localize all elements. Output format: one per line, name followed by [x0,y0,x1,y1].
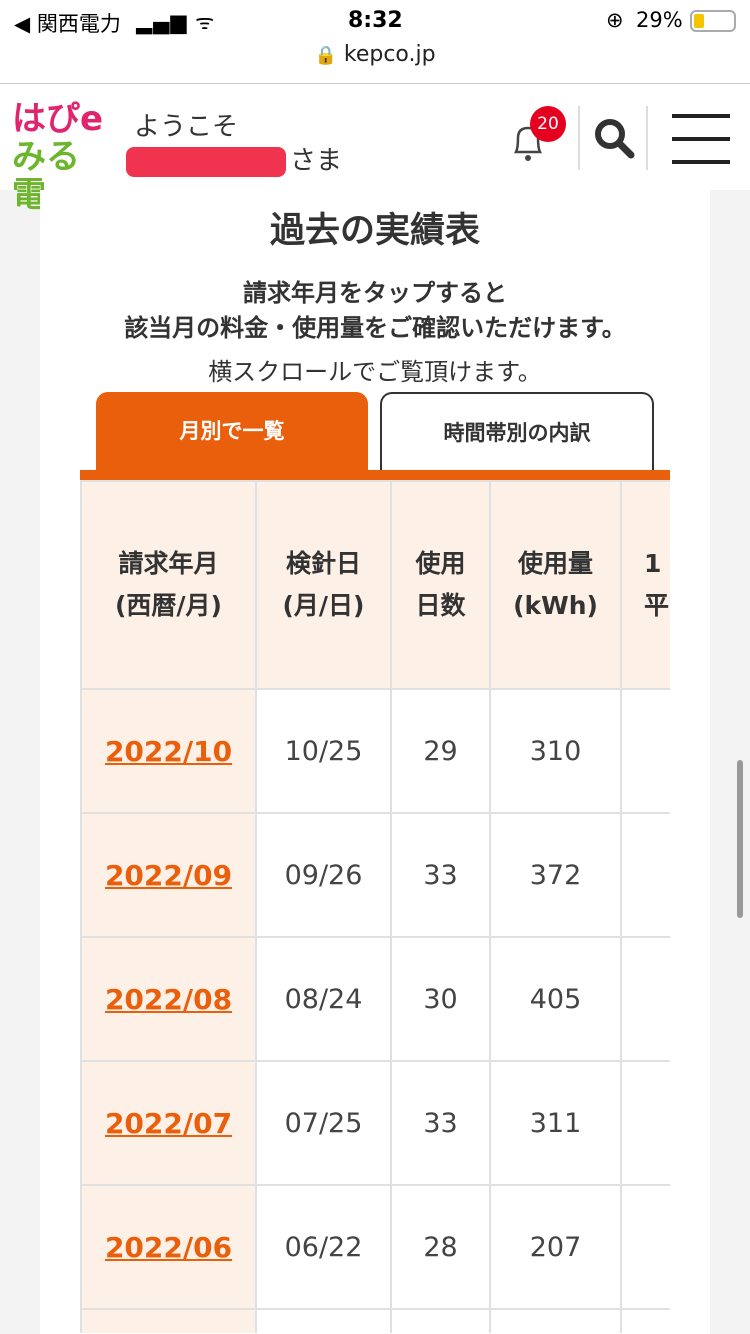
usage-kwh: 311 [489,1060,622,1186]
scrollbar[interactable] [737,760,743,918]
meter-date: 07/25 [255,1060,392,1186]
column-header: 検針日 (月/日) [255,480,392,690]
tab-monthly[interactable]: 月別で一覧 [96,392,368,470]
scroll-note: 横スクロールでご覧頂けます。 [208,358,542,386]
tab-time-of-day[interactable]: 時間帯別の内訳 [380,392,654,470]
bell-icon[interactable] [508,120,548,164]
clock: 8:32 [348,8,403,33]
divider [646,106,648,170]
divider [578,106,580,170]
usage-kwh: 405 [489,936,622,1062]
meter-date: 06/22 [255,1184,392,1310]
usage-days: 29 [390,688,491,814]
table-row: 2022/10 10/25 29 310 [80,688,670,814]
history-table: 請求年月 (西暦/月) 検針日 (月/日) 使用 日数 使用量 (kWh) 1 平 2022/10… [80,480,670,1333]
signal-wifi-icon: ▂▄▆ ᯤ [136,10,216,34]
logo[interactable]: はぴe みる電 [12,99,104,215]
battery-percent: 29% [636,8,683,32]
table-row-partial [80,1308,670,1333]
table-row: 2022/06 06/22 28 207 [80,1184,670,1310]
description: 請求年月をタップすると 該当月の料金・使用量をご確認いただけます。 [124,279,626,342]
table-row: 2022/08 08/24 30 405 [80,936,670,1062]
notification-badge: 20 [530,106,566,142]
rotation-lock-icon: ⊕ [606,8,624,32]
usage-kwh: 207 [489,1184,622,1310]
column-header: 使用 日数 [390,480,491,690]
usage-days: 33 [390,812,491,938]
page-title: 過去の実績表 [269,211,480,251]
battery-icon [690,10,736,32]
column-header: 請求年月 (西暦/月) [80,480,257,690]
usage-kwh: 372 [489,812,622,938]
meter-date: 09/26 [255,812,392,938]
billing-month-link[interactable]: 2022/07 [104,1106,233,1140]
lock-icon: 🔒 [314,45,337,66]
billing-month-link[interactable]: 2022/10 [104,734,233,768]
billing-month-link[interactable]: 2022/09 [104,858,233,892]
column-header: 使用量 (kWh) [489,480,622,690]
site-header: はぴe みる電 ようこそ さま 20 [0,84,750,214]
user-name: さま [126,140,342,177]
usage-days: 30 [390,936,491,1062]
history-table-scroll[interactable]: 請求年月 (西暦/月) 検針日 (月/日) 使用 日数 使用量 (kWh) 1 平 2022/10… [80,480,670,1333]
billing-month-link[interactable]: 2022/08 [104,982,233,1016]
welcome-text: ようこそ [134,112,239,142]
address-bar[interactable]: 🔒 kepco.jp [0,40,750,84]
url-text: kepco.jp [343,42,436,67]
meter-date: 08/24 [255,936,392,1062]
tab-underline [80,470,670,480]
usage-kwh: 310 [489,688,622,814]
status-bar: ◀ 関西電力 ▂▄▆ ᯤ 8:32 ⊕ 29% [0,0,750,40]
redaction [126,146,286,177]
table-row: 2022/09 09/26 33 372 [80,812,670,938]
billing-month-link[interactable]: 2022/06 [104,1230,233,1264]
usage-days: 33 [390,1060,491,1186]
meter-date: 10/25 [255,688,392,814]
carrier: ◀ 関西電力 [14,12,121,36]
main-content: 過去の実績表 請求年月をタップすると 該当月の料金・使用量をご確認いただけます。 … [40,190,710,1334]
hamburger-menu-icon[interactable] [672,114,730,183]
usage-days: 28 [390,1184,491,1310]
search-icon[interactable] [592,116,636,160]
table-row: 2022/07 07/25 33 311 [80,1060,670,1186]
